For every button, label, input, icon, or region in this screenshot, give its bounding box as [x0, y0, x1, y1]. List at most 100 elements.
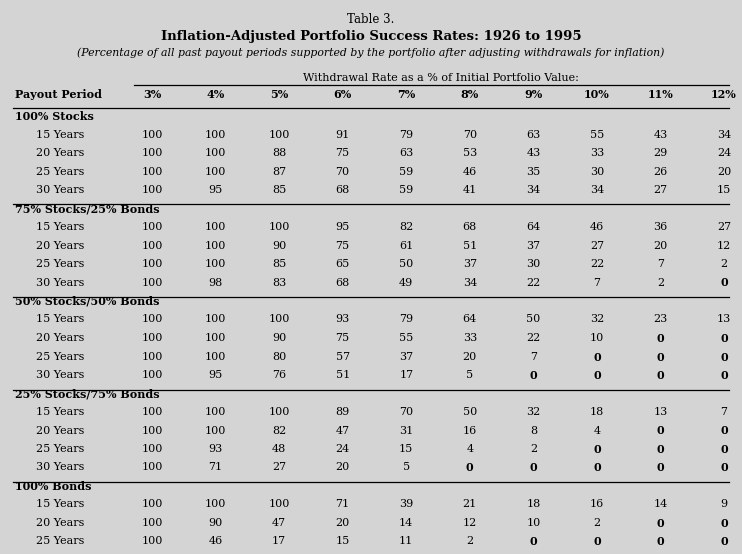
Text: 37: 37 [526, 240, 540, 250]
Text: 25% Stocks/75% Bonds: 25% Stocks/75% Bonds [15, 388, 160, 399]
Text: 9%: 9% [524, 89, 542, 100]
Text: 4%: 4% [206, 89, 225, 100]
Text: 37: 37 [399, 351, 413, 362]
Text: (Percentage of all past payout periods supported by the portfolio after adjustin: (Percentage of all past payout periods s… [77, 47, 665, 58]
Text: 30: 30 [526, 259, 540, 269]
Text: 29: 29 [653, 148, 668, 158]
Text: 100: 100 [141, 240, 162, 250]
Text: Inflation-Adjusted Portfolio Success Rates: 1926 to 1995: Inflation-Adjusted Portfolio Success Rat… [161, 30, 581, 43]
Text: 0: 0 [720, 463, 728, 474]
Text: Payout Period: Payout Period [15, 89, 102, 100]
Text: 51: 51 [463, 240, 477, 250]
Text: 47: 47 [272, 518, 286, 528]
Text: 14: 14 [653, 500, 668, 510]
Text: 39: 39 [399, 500, 413, 510]
Text: 34: 34 [526, 185, 540, 195]
Text: 10%: 10% [584, 89, 610, 100]
Text: 12%: 12% [711, 89, 737, 100]
Text: 2: 2 [657, 278, 664, 288]
Text: 25 Years: 25 Years [36, 167, 85, 177]
Text: 100: 100 [205, 148, 226, 158]
Text: 7: 7 [657, 259, 664, 269]
Text: 49: 49 [399, 278, 413, 288]
Text: 0: 0 [720, 333, 728, 344]
Text: 25 Years: 25 Years [36, 444, 85, 454]
Text: 13: 13 [653, 407, 668, 417]
Text: 20 Years: 20 Years [36, 518, 85, 528]
Text: 4: 4 [466, 444, 473, 454]
Text: 100: 100 [141, 500, 162, 510]
Text: 7: 7 [720, 407, 727, 417]
Text: 46: 46 [590, 222, 604, 232]
Text: 100: 100 [141, 222, 162, 232]
Text: 27: 27 [717, 222, 731, 232]
Text: 47: 47 [335, 425, 349, 435]
Text: 61: 61 [399, 240, 413, 250]
Text: 68: 68 [335, 185, 349, 195]
Text: 68: 68 [463, 222, 477, 232]
Text: 22: 22 [590, 259, 604, 269]
Text: 12: 12 [463, 518, 477, 528]
Text: 16: 16 [463, 425, 477, 435]
Text: 0: 0 [720, 351, 728, 362]
Text: 53: 53 [463, 148, 477, 158]
Text: 100: 100 [269, 500, 290, 510]
Text: 30 Years: 30 Years [36, 278, 85, 288]
Text: 20 Years: 20 Years [36, 240, 85, 250]
Text: 26: 26 [653, 167, 668, 177]
Text: 100: 100 [141, 407, 162, 417]
Text: 15: 15 [399, 444, 413, 454]
Text: 36: 36 [653, 222, 668, 232]
Text: 15 Years: 15 Years [36, 222, 85, 232]
Text: 22: 22 [526, 333, 540, 343]
Text: 6%: 6% [334, 89, 352, 100]
Text: 100: 100 [269, 315, 290, 325]
Text: 7: 7 [594, 278, 600, 288]
Text: 100: 100 [141, 278, 162, 288]
Text: 5%: 5% [270, 89, 288, 100]
Text: 90: 90 [209, 518, 223, 528]
Text: 100: 100 [141, 315, 162, 325]
Text: 100: 100 [269, 130, 290, 140]
Text: 3%: 3% [143, 89, 161, 100]
Text: 50: 50 [526, 315, 540, 325]
Text: 7%: 7% [397, 89, 416, 100]
Text: 10: 10 [526, 518, 540, 528]
Text: 100: 100 [141, 259, 162, 269]
Text: 46: 46 [463, 167, 477, 177]
Text: 59: 59 [399, 167, 413, 177]
Text: 100: 100 [205, 500, 226, 510]
Text: 100: 100 [141, 351, 162, 362]
Text: 22: 22 [526, 278, 540, 288]
Text: 76: 76 [272, 370, 286, 380]
Text: 100: 100 [205, 333, 226, 343]
Text: 0: 0 [720, 425, 728, 437]
Text: 88: 88 [272, 148, 286, 158]
Text: 2: 2 [594, 518, 600, 528]
Text: 21: 21 [463, 500, 477, 510]
Text: 100: 100 [205, 407, 226, 417]
Text: 100: 100 [269, 222, 290, 232]
Text: 30 Years: 30 Years [36, 463, 85, 473]
Text: 0: 0 [720, 444, 728, 455]
Text: 82: 82 [399, 222, 413, 232]
Text: 70: 70 [463, 130, 477, 140]
Text: 25 Years: 25 Years [36, 259, 85, 269]
Text: 2: 2 [720, 259, 728, 269]
Text: 0: 0 [720, 278, 728, 289]
Text: 75: 75 [335, 240, 349, 250]
Text: 48: 48 [272, 444, 286, 454]
Text: 17: 17 [399, 370, 413, 380]
Text: 34: 34 [717, 130, 731, 140]
Text: 20: 20 [335, 518, 349, 528]
Text: 91: 91 [335, 130, 349, 140]
Text: 25 Years: 25 Years [36, 536, 85, 546]
Text: 8%: 8% [461, 89, 479, 100]
Text: 12: 12 [717, 240, 731, 250]
Text: 20 Years: 20 Years [36, 333, 85, 343]
Text: 100: 100 [205, 240, 226, 250]
Text: 51: 51 [335, 370, 349, 380]
Text: 18: 18 [526, 500, 540, 510]
Text: 55: 55 [399, 333, 413, 343]
Text: 70: 70 [335, 167, 349, 177]
